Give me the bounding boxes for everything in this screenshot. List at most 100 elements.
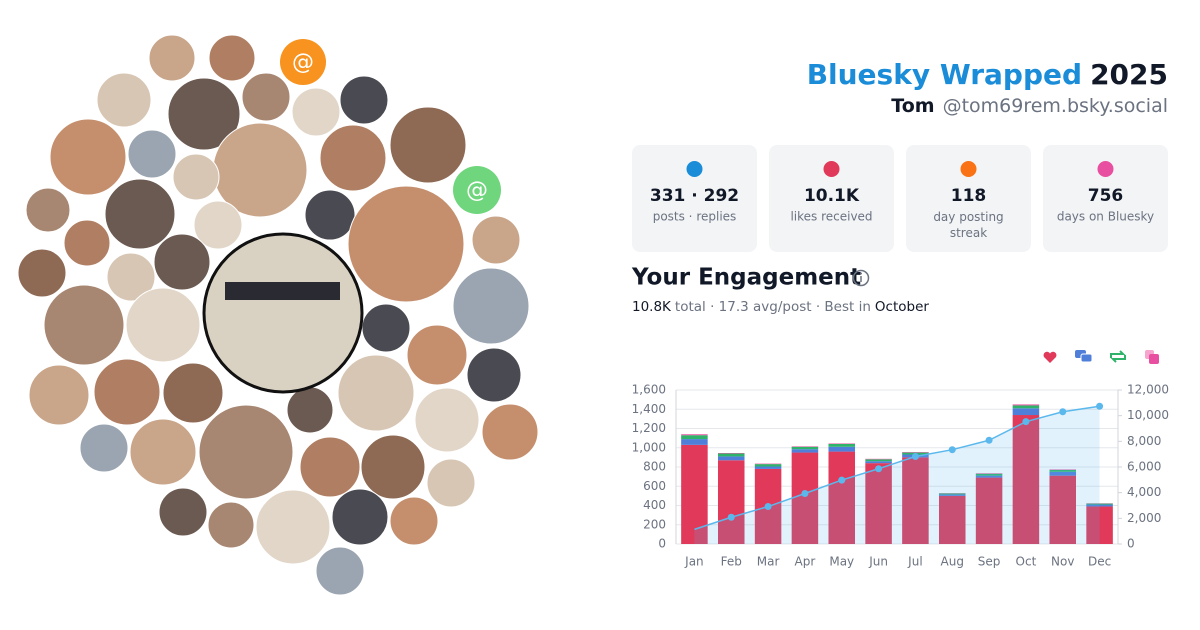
avatar[interactable] xyxy=(452,267,530,345)
point xyxy=(1022,418,1030,426)
y-tick-label: 0 xyxy=(658,537,666,551)
point xyxy=(1059,408,1067,416)
legend-reposts[interactable] xyxy=(1110,350,1126,363)
avatar[interactable] xyxy=(49,118,127,196)
avatar[interactable] xyxy=(79,423,129,473)
avatar[interactable] xyxy=(331,488,389,546)
avatar[interactable] xyxy=(172,153,220,201)
title-text: Bluesky Wrapped xyxy=(807,58,1082,91)
section-title: Your Engagement xyxy=(631,265,861,291)
bar xyxy=(828,443,856,447)
legend-quotes[interactable] xyxy=(1145,350,1159,364)
avatar[interactable] xyxy=(93,358,161,426)
stat-icon xyxy=(686,161,703,177)
avatar[interactable] xyxy=(347,185,465,303)
avatar[interactable] xyxy=(299,436,361,498)
avatar[interactable] xyxy=(96,72,152,128)
bar xyxy=(975,475,1003,478)
avatar[interactable] xyxy=(466,347,522,403)
point xyxy=(1096,402,1104,410)
avatar[interactable] xyxy=(148,34,196,82)
avatar[interactable] xyxy=(125,287,201,363)
bar xyxy=(902,457,929,544)
avatar[interactable] xyxy=(129,418,197,486)
x-tick-label: Jul xyxy=(907,555,922,569)
avatar[interactable] xyxy=(426,458,476,508)
avatar[interactable] xyxy=(315,546,365,596)
avatar[interactable] xyxy=(291,87,341,137)
avatar[interactable] xyxy=(241,72,291,122)
avatar[interactable] xyxy=(208,34,256,82)
bar xyxy=(865,459,892,462)
avatar[interactable] xyxy=(360,434,426,500)
avatar[interactable] xyxy=(106,252,156,302)
chart: 0 200 400 600 800 1,000 1,200 1,400 1,600 0 2,000 4… xyxy=(632,383,1169,569)
avatar[interactable] xyxy=(255,489,331,565)
avatar[interactable] xyxy=(193,200,243,250)
stat-label: days on Bluesky xyxy=(1057,210,1154,224)
avatar[interactable] xyxy=(471,215,521,265)
mention-avatar[interactable] xyxy=(280,39,326,85)
avatar[interactable] xyxy=(25,187,71,233)
avatar[interactable] xyxy=(158,487,208,537)
stat-icon xyxy=(823,161,840,177)
stat-value: 10.1K xyxy=(804,186,860,206)
avatar[interactable] xyxy=(481,403,539,461)
y-tick-label: 800 xyxy=(643,460,666,474)
bar xyxy=(975,477,1003,544)
avatar[interactable] xyxy=(28,364,90,426)
point xyxy=(985,436,993,444)
avatar[interactable] xyxy=(414,387,480,453)
avatar[interactable] xyxy=(361,303,411,353)
x-tick-label: Apr xyxy=(795,555,816,569)
avatar[interactable] xyxy=(389,496,439,546)
bar xyxy=(791,452,819,544)
mention-avatar[interactable] xyxy=(453,166,501,214)
avatar[interactable] xyxy=(389,106,467,184)
bar xyxy=(1049,469,1077,472)
avatar[interactable] xyxy=(17,248,67,298)
bar xyxy=(681,434,708,436)
x-tick-label: Jun xyxy=(868,555,888,569)
point xyxy=(875,465,883,473)
avatar[interactable] xyxy=(153,233,211,291)
bar xyxy=(1012,404,1040,406)
featured-band xyxy=(225,282,340,300)
x-tick-label: Oct xyxy=(1016,555,1037,569)
y-tick-label: 1,600 xyxy=(632,383,666,397)
avatar[interactable] xyxy=(198,404,294,500)
featured-avatar[interactable] xyxy=(202,232,364,394)
stat-label: posts · replies xyxy=(653,210,737,224)
stat-label-line: streak xyxy=(950,226,987,240)
avatar[interactable] xyxy=(127,129,177,179)
x-tick-label: Sep xyxy=(978,555,1001,569)
stat-label: likes received xyxy=(790,210,872,224)
stat-label-line: day posting xyxy=(933,210,1003,224)
user: Tom @tom69rem.bsky.social xyxy=(891,95,1168,117)
avatar[interactable] xyxy=(207,501,255,549)
avatar[interactable] xyxy=(337,354,415,432)
avatar[interactable] xyxy=(63,219,111,267)
avatar[interactable] xyxy=(104,178,176,250)
bar xyxy=(1086,503,1113,505)
y2-tick-label: 6,000 xyxy=(1127,460,1161,474)
avatar[interactable] xyxy=(339,75,389,125)
y2-tick-label: 2,000 xyxy=(1127,511,1161,525)
legend-likes[interactable] xyxy=(1043,351,1057,363)
avatar[interactable] xyxy=(162,362,224,424)
bar xyxy=(754,466,782,469)
avatar[interactable] xyxy=(406,324,468,386)
avatar[interactable] xyxy=(286,386,334,434)
avatar[interactable] xyxy=(167,77,241,151)
avatar[interactable] xyxy=(304,189,356,241)
info-icon[interactable] xyxy=(852,269,870,287)
avatar[interactable] xyxy=(319,124,387,192)
bar xyxy=(828,451,856,544)
bar xyxy=(828,446,856,452)
avatar[interactable] xyxy=(43,284,125,366)
bar xyxy=(865,461,892,464)
x-tick-label: Mar xyxy=(757,555,780,569)
legend-replies[interactable] xyxy=(1075,350,1093,363)
mention-icon: @ xyxy=(292,50,314,75)
